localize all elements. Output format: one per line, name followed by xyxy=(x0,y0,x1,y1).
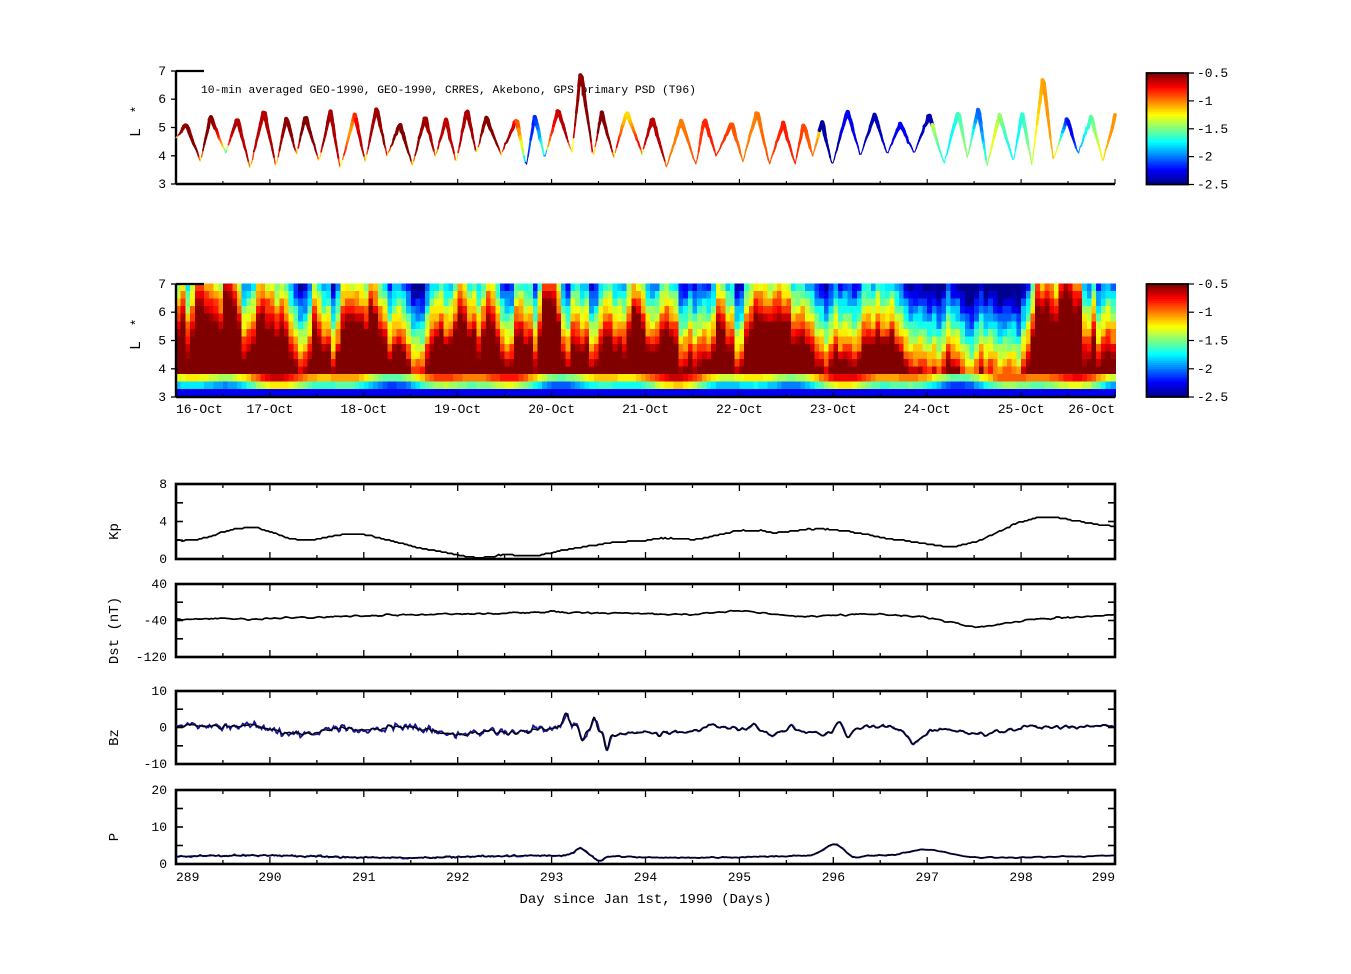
svg-text:24-Oct: 24-Oct xyxy=(904,402,951,417)
svg-text:295: 295 xyxy=(728,870,751,885)
svg-text:298: 298 xyxy=(1009,870,1032,885)
svg-text:Kp: Kp xyxy=(107,523,123,540)
svg-text:0: 0 xyxy=(159,552,167,567)
svg-text:26-Oct: 26-Oct xyxy=(1068,402,1115,417)
svg-text:3: 3 xyxy=(158,390,166,405)
svg-text:4: 4 xyxy=(158,362,166,377)
svg-text:-0.5: -0.5 xyxy=(1197,66,1228,81)
svg-text:299: 299 xyxy=(1092,870,1115,885)
svg-text:297: 297 xyxy=(915,870,938,885)
svg-text:L: L xyxy=(128,128,145,137)
svg-text:20-Oct: 20-Oct xyxy=(528,402,575,417)
svg-text:*: * xyxy=(129,106,144,114)
svg-text:19-Oct: 19-Oct xyxy=(434,402,481,417)
svg-text:296: 296 xyxy=(822,870,845,885)
svg-text:16-Oct: 16-Oct xyxy=(176,402,223,417)
svg-text:25-Oct: 25-Oct xyxy=(998,402,1045,417)
svg-text:4: 4 xyxy=(158,149,166,164)
svg-text:-1.5: -1.5 xyxy=(1197,122,1228,137)
svg-text:21-Oct: 21-Oct xyxy=(622,402,669,417)
svg-text:-2: -2 xyxy=(1197,150,1213,165)
svg-text:4: 4 xyxy=(159,515,167,530)
svg-text:293: 293 xyxy=(540,870,563,885)
svg-text:10: 10 xyxy=(151,820,167,835)
svg-text:-2.5: -2.5 xyxy=(1197,390,1228,405)
svg-text:289: 289 xyxy=(176,870,199,885)
svg-text:6: 6 xyxy=(158,92,166,107)
svg-text:7: 7 xyxy=(158,64,166,79)
svg-text:18-Oct: 18-Oct xyxy=(340,402,387,417)
svg-text:40: 40 xyxy=(151,577,167,592)
svg-text:7: 7 xyxy=(158,277,166,292)
svg-text:23-Oct: 23-Oct xyxy=(810,402,857,417)
svg-text:3: 3 xyxy=(158,177,166,192)
svg-text:294: 294 xyxy=(634,870,658,885)
svg-text:-2: -2 xyxy=(1197,362,1213,377)
svg-text:291: 291 xyxy=(352,870,376,885)
svg-text:-2.5: -2.5 xyxy=(1197,178,1228,193)
svg-text:22-Oct: 22-Oct xyxy=(716,402,763,417)
svg-text:10: 10 xyxy=(151,684,167,699)
svg-text:-10: -10 xyxy=(144,757,167,772)
svg-text:Day since Jan 1st, 1990 (Days): Day since Jan 1st, 1990 (Days) xyxy=(519,892,771,908)
svg-text:0: 0 xyxy=(159,721,167,736)
svg-text:5: 5 xyxy=(158,121,166,136)
svg-text:L: L xyxy=(128,341,145,350)
svg-text:5: 5 xyxy=(158,334,166,349)
svg-text:-0.5: -0.5 xyxy=(1197,277,1228,292)
svg-text:P: P xyxy=(107,833,123,841)
svg-text:-40: -40 xyxy=(144,614,167,629)
svg-text:-1.5: -1.5 xyxy=(1197,334,1228,349)
svg-text:-120: -120 xyxy=(136,650,167,665)
svg-text:292: 292 xyxy=(446,870,469,885)
svg-text:6: 6 xyxy=(158,305,166,320)
svg-text:290: 290 xyxy=(258,870,281,885)
svg-text:Dst (nT): Dst (nT) xyxy=(107,597,123,664)
svg-text:20: 20 xyxy=(151,783,167,798)
svg-text:0: 0 xyxy=(159,857,167,872)
svg-text:-1: -1 xyxy=(1197,94,1213,109)
svg-text:Bz: Bz xyxy=(107,729,123,746)
svg-text:8: 8 xyxy=(159,477,167,492)
svg-text:*: * xyxy=(129,319,144,327)
svg-text:-1: -1 xyxy=(1197,305,1213,320)
svg-text:17-Oct: 17-Oct xyxy=(246,402,293,417)
svg-text:10-min averaged GEO-1990, GEO-: 10-min averaged GEO-1990, GEO-1990, CRRE… xyxy=(201,85,696,97)
